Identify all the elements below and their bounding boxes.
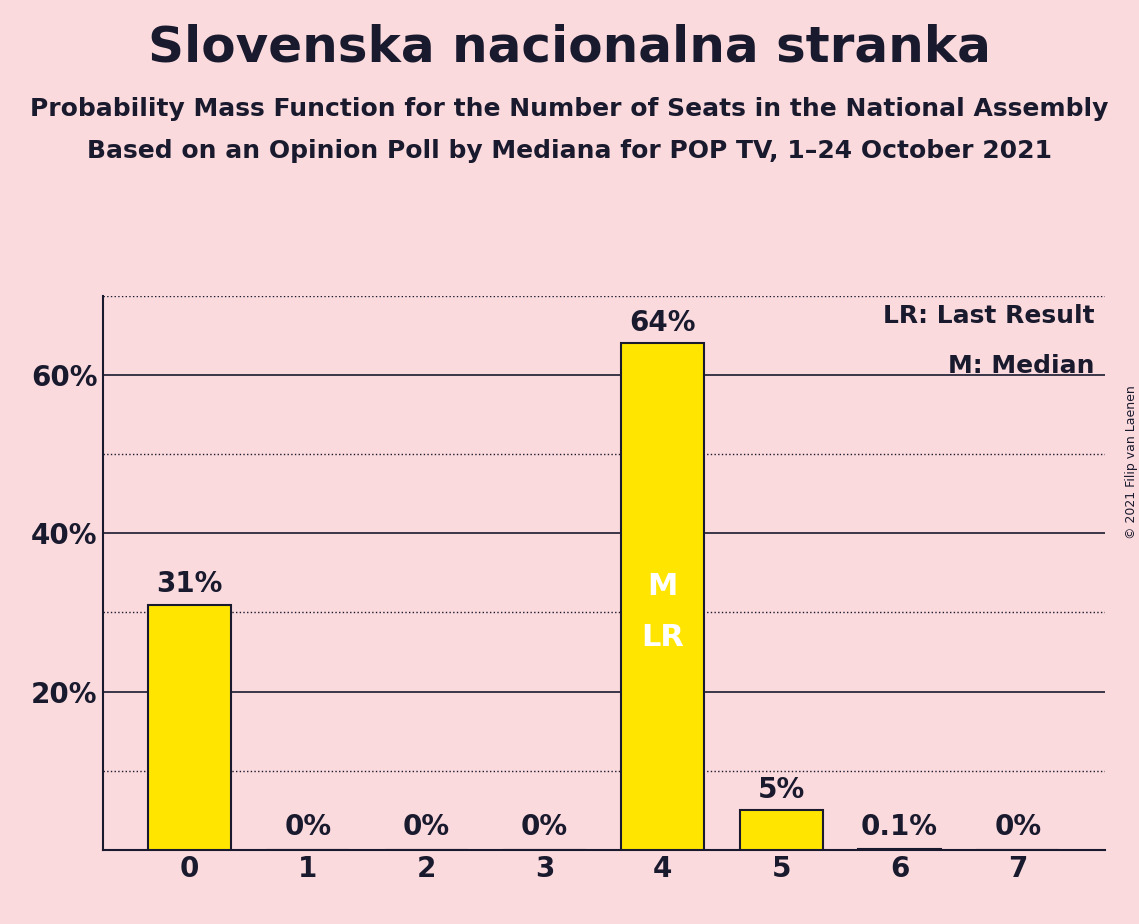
Text: 64%: 64%	[630, 309, 696, 337]
Text: 0%: 0%	[402, 812, 450, 841]
Text: LR: LR	[641, 623, 685, 651]
Text: 31%: 31%	[156, 570, 223, 598]
Bar	[622, 343, 704, 850]
Text: 0%: 0%	[285, 812, 331, 841]
Text: © 2021 Filip van Laenen: © 2021 Filip van Laenen	[1124, 385, 1138, 539]
Text: 0%: 0%	[521, 812, 568, 841]
Text: M: Median: M: Median	[949, 354, 1095, 378]
Bar	[148, 604, 231, 850]
Text: 5%: 5%	[757, 776, 805, 804]
Text: Slovenska nacionalna stranka: Slovenska nacionalna stranka	[148, 23, 991, 71]
Text: LR: Last Result: LR: Last Result	[883, 304, 1095, 328]
Text: 0%: 0%	[994, 812, 1041, 841]
Bar	[739, 810, 822, 850]
Text: Probability Mass Function for the Number of Seats in the National Assembly: Probability Mass Function for the Number…	[31, 97, 1108, 121]
Text: Based on an Opinion Poll by Mediana for POP TV, 1–24 October 2021: Based on an Opinion Poll by Mediana for …	[87, 139, 1052, 163]
Text: M: M	[648, 572, 678, 601]
Text: 0.1%: 0.1%	[861, 812, 939, 841]
